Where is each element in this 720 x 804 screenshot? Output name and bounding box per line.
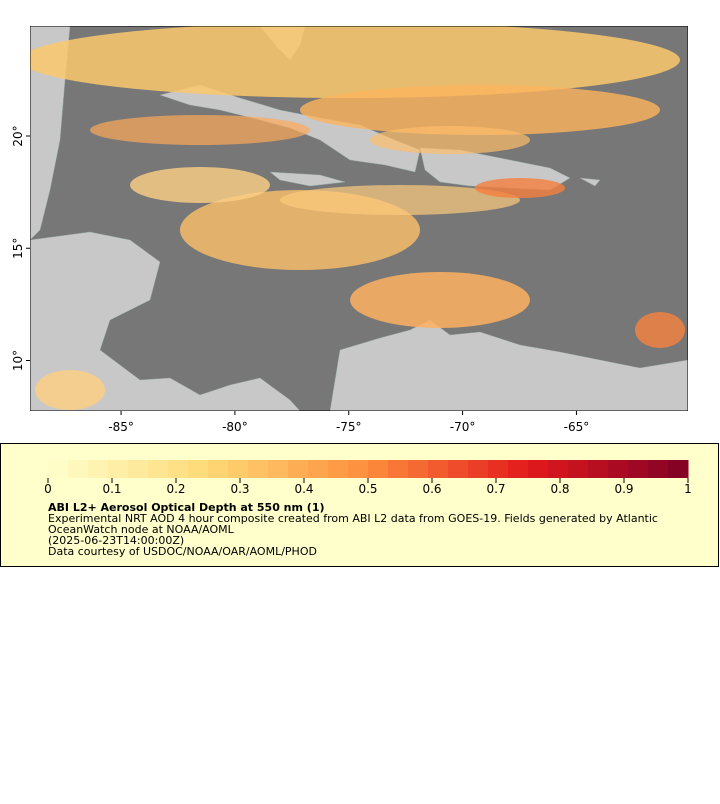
colorbar-tick-label: 0.7: [486, 482, 505, 496]
map: [30, 26, 688, 411]
colorbar-tick-label: 0.5: [358, 482, 377, 496]
colorbar-cell: [328, 460, 349, 478]
x-tick-label: -80°: [222, 420, 248, 434]
legend-title: ABI L2+ Aerosol Optical Depth at 550 nm …: [48, 501, 325, 514]
colorbar-cell: [428, 460, 449, 478]
colorbar-tick-label: 1: [684, 482, 692, 496]
legend-line: Data courtesy of USDOC/NOAA/OAR/AOML/PHO…: [48, 545, 317, 558]
colorbar-cell: [568, 460, 589, 478]
y-tick-label: 10°: [11, 350, 25, 371]
colorbar-cell: [228, 460, 249, 478]
colorbar-cell: [348, 460, 369, 478]
legend-line: (2025-06-23T14:00:00Z): [48, 534, 184, 547]
colorbar-tick-label: 0.3: [230, 482, 249, 496]
colorbar-cell: [68, 460, 89, 478]
colorbar-cell: [268, 460, 289, 478]
colorbar-cell: [668, 460, 689, 478]
colorbar-cell: [148, 460, 169, 478]
colorbar-tick-label: 0.1: [102, 482, 121, 496]
colorbar-cell: [608, 460, 629, 478]
colorbar-cell: [508, 460, 529, 478]
legend-line: OceanWatch node at NOAA/AOML: [48, 523, 235, 536]
colorbar-cell: [388, 460, 409, 478]
colorbar-cell: [488, 460, 509, 478]
aerosol: [30, 26, 685, 410]
colorbar-tick-label: 0: [44, 482, 52, 496]
colorbar-cell: [548, 460, 569, 478]
colorbar-cell: [588, 460, 609, 478]
x-tick-label: -65°: [564, 420, 590, 434]
colorbar-cell: [528, 460, 549, 478]
x-tick-label: -85°: [108, 420, 134, 434]
colorbar-cell: [108, 460, 129, 478]
colorbar-cell: [88, 460, 109, 478]
colorbar-cell: [628, 460, 649, 478]
y-tick-label: 15°: [11, 238, 25, 259]
colorbar-cell: [408, 460, 429, 478]
colorbar-cell: [468, 460, 489, 478]
colorbar-tick-label: 0.9: [614, 482, 633, 496]
colorbar: 0 0.1 0.2 0.3 0.4 0.5 0.6 0.7 0.8 0.9 1: [44, 460, 692, 496]
colorbar-tick-label: 0.4: [294, 482, 313, 496]
axes: -85° -80° -75° -70° -65° 10° 15° 20°: [11, 125, 589, 434]
y-tick-label: 20°: [11, 125, 25, 146]
colorbar-tick-label: 0.2: [166, 482, 185, 496]
x-tick-label: -70°: [450, 420, 476, 434]
colorbar-cell: [208, 460, 229, 478]
colorbar-cell: [168, 460, 189, 478]
colorbar-cell: [648, 460, 669, 478]
colorbar-cell: [288, 460, 309, 478]
colorbar-tick-label: 0.8: [550, 482, 569, 496]
colorbar-cell: [48, 460, 69, 478]
colorbar-cell: [368, 460, 389, 478]
legend-line: Experimental NRT AOD 4 hour composite cr…: [48, 512, 658, 525]
colorbar-cell: [128, 460, 149, 478]
colorbar-cell: [188, 460, 209, 478]
x-tick-label: -75°: [336, 420, 362, 434]
colorbar-cell: [308, 460, 329, 478]
colorbar-cell: [448, 460, 469, 478]
colorbar-tick-label: 0.6: [422, 482, 441, 496]
colorbar-cell: [248, 460, 269, 478]
